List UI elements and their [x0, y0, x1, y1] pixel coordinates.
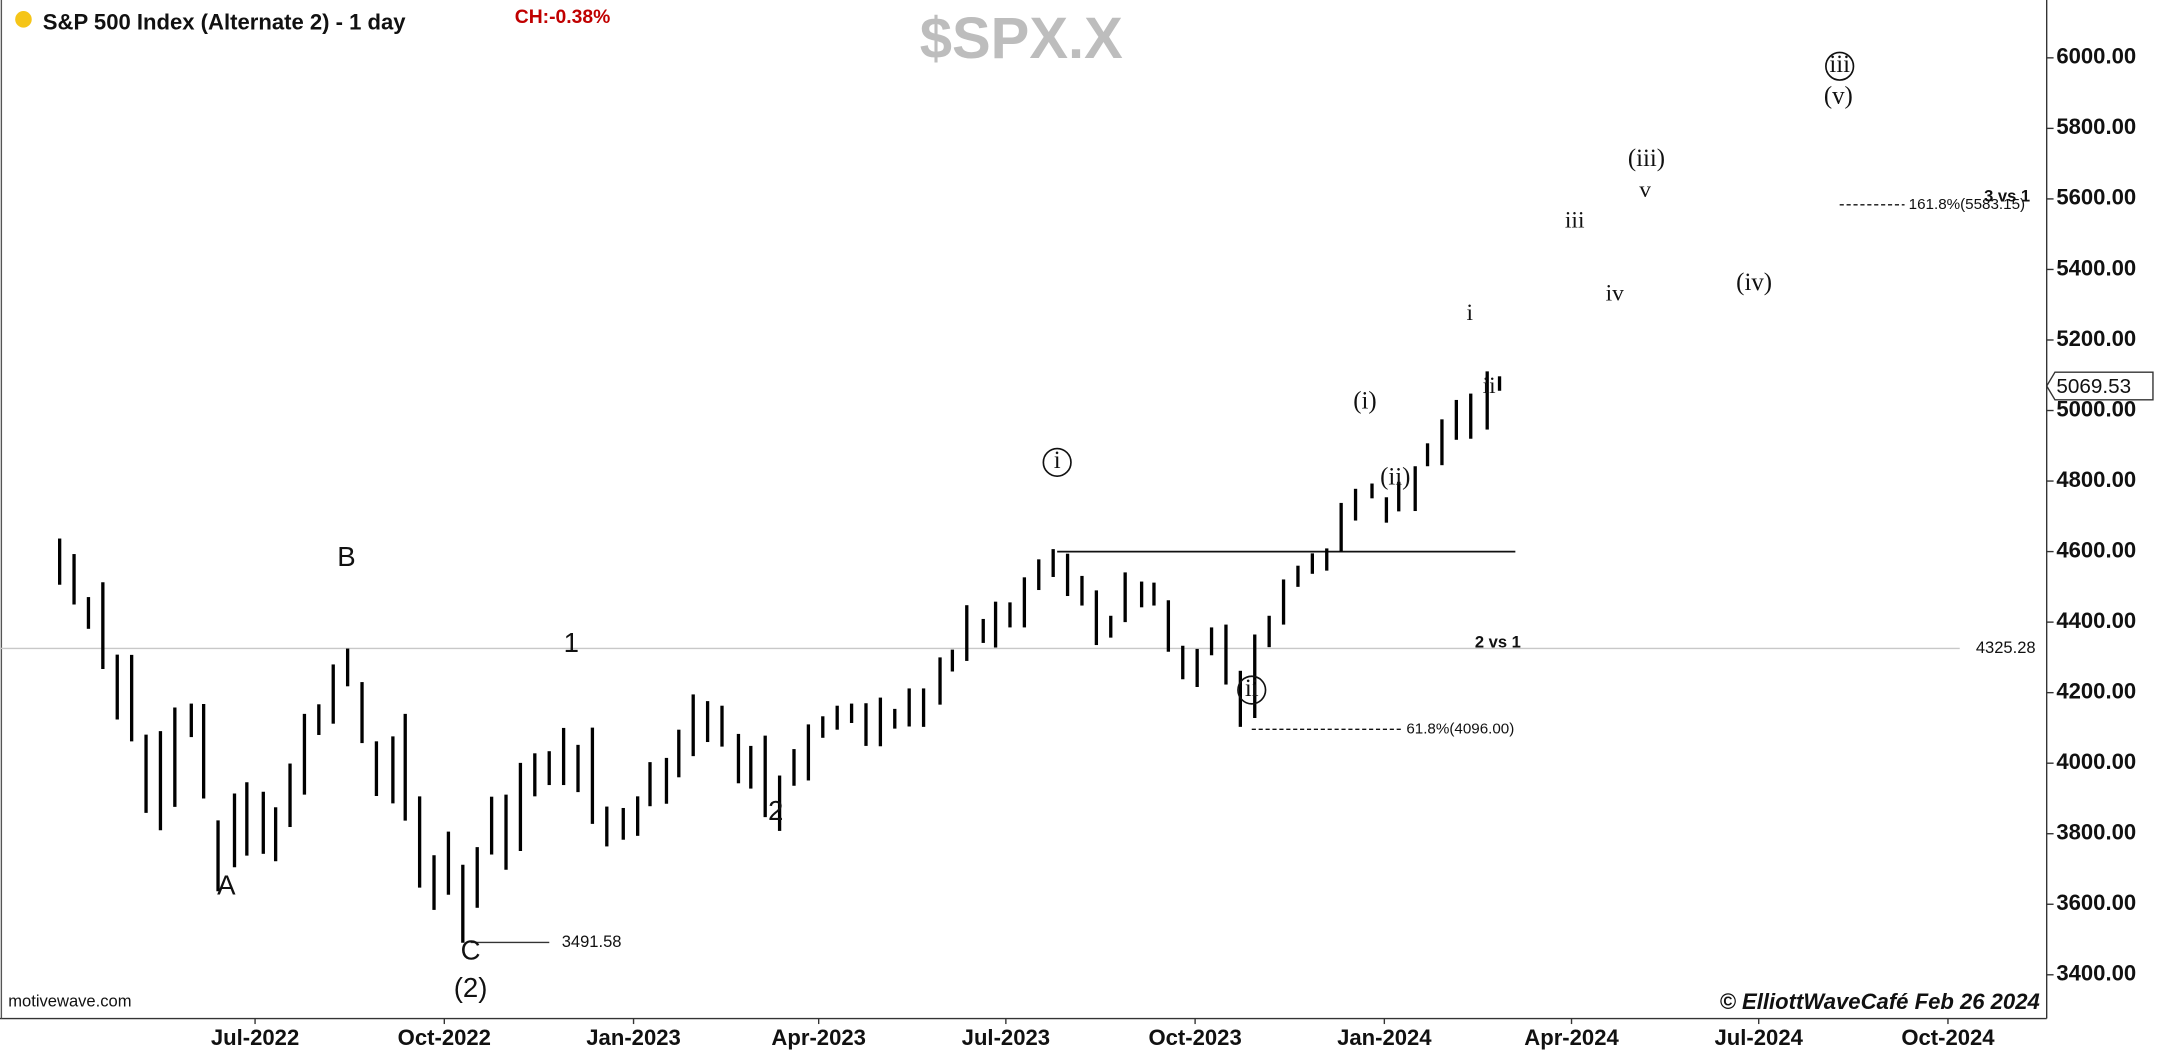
wave-label: iii	[1565, 208, 1585, 234]
note: 3 vs 1	[1984, 187, 2030, 206]
wave-label: A	[217, 870, 236, 901]
note: 2 vs 1	[1475, 633, 1521, 652]
y-tick-label: 3800.00	[2056, 820, 2136, 845]
y-tick-label: 6000.00	[2056, 44, 2136, 69]
last-price-label: 5069.53	[2056, 375, 2131, 398]
last-price-pointer	[2045, 371, 2154, 401]
wave-circle	[1237, 675, 1267, 705]
wave-label: iv	[1606, 281, 1625, 307]
x-tick-label: Jul-2022	[211, 1025, 299, 1050]
watermark: $SPX.X	[920, 7, 1123, 71]
wave-label: v	[1639, 177, 1651, 203]
x-tick-label: Oct-2023	[1148, 1025, 1241, 1050]
y-tick-label: 5400.00	[2056, 255, 2136, 280]
wave-circle	[1825, 51, 1855, 81]
x-tick-label: Jul-2024	[1715, 1025, 1804, 1050]
y-tick-label: 3400.00	[2056, 961, 2136, 986]
wave-label: i	[1054, 447, 1061, 474]
change-label: CH:-0.38%	[515, 7, 611, 28]
y-tick-label: 4000.00	[2056, 749, 2136, 774]
wave-label: i	[1467, 300, 1474, 326]
level-label: 3491.58	[562, 932, 622, 951]
wave-label: (iv)	[1736, 269, 1772, 296]
x-tick-label: Jul-2023	[962, 1025, 1050, 1050]
wave-label: ii	[1483, 373, 1497, 399]
wave-label: iii	[1829, 51, 1850, 78]
fib-label: 161.8%(5583.15)	[1909, 196, 2025, 213]
y-tick-label: 5800.00	[2056, 114, 2136, 139]
credit: © ElliottWaveCafé Feb 26 2024	[1720, 989, 2040, 1014]
y-tick-label: 5000.00	[2056, 396, 2136, 421]
wave-label: C	[461, 935, 481, 966]
wave-label: B	[337, 541, 355, 572]
x-tick-label: Jan-2024	[1337, 1025, 1432, 1050]
fib-label: 61.8%(4096.00)	[1406, 720, 1514, 737]
x-tick-label: Oct-2024	[1901, 1025, 1995, 1050]
y-tick-label: 3600.00	[2056, 890, 2136, 915]
chart-title: S&P 500 Index (Alternate 2) - 1 day	[43, 9, 407, 34]
wave-label: (v)	[1824, 83, 1853, 110]
x-tick-label: Apr-2023	[771, 1025, 866, 1050]
x-tick-label: Apr-2024	[1524, 1025, 1619, 1050]
y-tick-label: 4800.00	[2056, 467, 2136, 492]
level-label: 4325.28	[1976, 638, 2036, 657]
wave-label: 1	[564, 627, 579, 658]
x-tick-label: Jan-2023	[586, 1025, 681, 1050]
x-tick-label: Oct-2022	[398, 1025, 491, 1050]
status-dot	[15, 11, 32, 28]
wave-label: ii	[1245, 675, 1259, 702]
y-tick-label: 5600.00	[2056, 185, 2136, 210]
y-tick-label: 4600.00	[2056, 537, 2136, 562]
wave-label: (iii)	[1628, 145, 1665, 172]
wave-label: (2)	[454, 972, 488, 1003]
wave-circle	[1042, 447, 1072, 477]
wave-label: (ii)	[1380, 464, 1410, 491]
wave-label: (i)	[1353, 388, 1376, 415]
wave-label: 2	[768, 795, 783, 826]
y-tick-label: 5200.00	[2056, 326, 2136, 351]
y-tick-label: 4200.00	[2056, 678, 2136, 703]
y-tick-label: 4400.00	[2056, 608, 2136, 633]
source: motivewave.com	[8, 991, 131, 1010]
